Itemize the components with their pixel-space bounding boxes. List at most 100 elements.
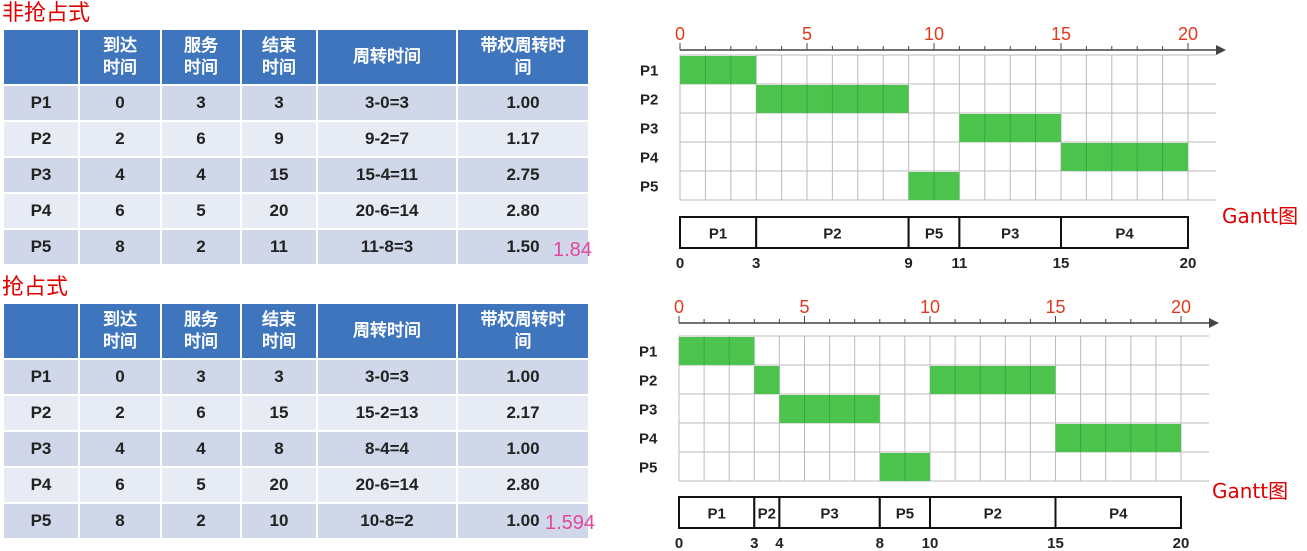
table-row: P2 2 6 9 9-2=7 1.17 <box>4 122 588 158</box>
process-label: P5 <box>640 179 658 196</box>
timeline-mark: 11 <box>951 255 967 272</box>
table-cell: P3 <box>4 432 78 468</box>
table-row: P1 0 3 3 3-0=3 1.00 <box>4 86 588 122</box>
table-header-cell: 带权周转时间 <box>458 304 588 360</box>
table-row: P2 2 6 15 15-2=13 2.17 <box>4 396 588 432</box>
table-header-cell: 结束 时间 <box>242 304 316 360</box>
table-cell: 8-4=4 <box>318 432 456 468</box>
process-label: P2 <box>639 373 657 390</box>
timeline-mark: 15 <box>1047 535 1064 551</box>
timeline-segment <box>1060 216 1189 249</box>
timeline-segment-label: P1 <box>709 226 727 243</box>
table-cell: 15 <box>242 158 316 194</box>
timeline-mark: 8 <box>876 535 884 551</box>
preemptive-gantt: 0 5 10 15 20 P1 P2 P3 P4 P5 P1 P2 P3 P5 P2 P4 0 3 4 8 10 15 20 <box>639 297 1219 551</box>
table-cell: 3-0=3 <box>318 86 456 122</box>
table-cell: 6 <box>162 396 240 432</box>
preemptive-average: 1.594 <box>545 512 596 534</box>
timeline-mark: 0 <box>675 535 683 551</box>
table-cell: 5 <box>162 468 240 504</box>
axis-tick-label: 5 <box>799 297 809 317</box>
process-label: P2 <box>640 92 658 109</box>
table-cell: 0 <box>80 360 160 396</box>
axis-tick-label: 10 <box>924 24 944 44</box>
table-cell: 1.00 <box>458 432 588 468</box>
timeline-segment-label: P5 <box>925 226 943 243</box>
timeline-segment-label: P1 <box>707 506 725 523</box>
table-header-cell: 带权周转时间 <box>458 30 588 86</box>
table-header-cell: 周转时间 <box>318 304 456 360</box>
table-header-cell: 到达 时间 <box>80 304 160 360</box>
process-label: P1 <box>639 344 657 361</box>
table-cell: 4 <box>162 432 240 468</box>
table-cell: 2.80 <box>458 194 588 230</box>
table-cell: 6 <box>80 194 160 230</box>
table-cell: 0 <box>80 86 160 122</box>
timeline-mark: 20 <box>1180 255 1197 272</box>
timeline-segment <box>678 496 756 529</box>
process-label: P4 <box>639 431 658 448</box>
axis-tick-label: 0 <box>675 24 685 44</box>
gantt-bar <box>1061 143 1188 171</box>
table-cell: 10 <box>242 504 316 540</box>
table-cell: 10-8=2 <box>318 504 456 540</box>
table-row: P1 0 3 3 3-0=3 1.00 <box>4 360 588 396</box>
timeline-mark: 15 <box>1053 255 1070 272</box>
table-cell: 4 <box>80 432 160 468</box>
timeline-segment <box>1054 496 1182 529</box>
table-cell: P2 <box>4 396 78 432</box>
preemptive-table: 到达 时间 服务 时间 结束 时间 周转时间 带权周转时间 P1 0 3 3 3-0=3 1.00 P2 2 6… <box>2 304 590 540</box>
timeline-segment-label: P3 <box>1001 226 1019 243</box>
table-cell: P4 <box>4 468 78 504</box>
table-cell: 5 <box>162 194 240 230</box>
gantt-bar <box>754 366 780 394</box>
table-cell: 2 <box>80 396 160 432</box>
table-cell: 2.17 <box>458 396 588 432</box>
table-cell: P4 <box>4 194 78 230</box>
table-cell: P5 <box>4 230 78 266</box>
table-cell: 6 <box>162 122 240 158</box>
table-cell: 3 <box>162 86 240 122</box>
timeline-mark: 3 <box>752 255 760 272</box>
timeline-segment-label: P4 <box>1115 226 1134 243</box>
table-header-cell: 结束 时间 <box>242 30 316 86</box>
table-row: P5 8 2 10 10-8=2 1.00 <box>4 504 588 540</box>
table-cell: 2 <box>162 230 240 266</box>
axis-tick-label: 10 <box>920 297 940 317</box>
table-cell: 20-6=14 <box>318 194 456 230</box>
non-preemptive-average: 1.84 <box>553 239 592 261</box>
table-row: P3 4 4 15 15-4=11 2.75 <box>4 158 588 194</box>
table-cell: 2 <box>162 504 240 540</box>
table-header-cell: 周转时间 <box>318 30 456 86</box>
timeline-mark: 10 <box>922 535 939 551</box>
table-header-cell: 服务 时间 <box>162 30 240 86</box>
table-cell: 15-2=13 <box>318 396 456 432</box>
table-header-cell: 到达 时间 <box>80 30 160 86</box>
table-cell: 9 <box>242 122 316 158</box>
timeline-segment-label: P4 <box>1109 506 1128 523</box>
timeline-segment-label: P2 <box>984 506 1002 523</box>
timeline-mark: 4 <box>775 535 784 551</box>
table-cell: 1.00 <box>458 86 588 122</box>
timeline-mark: 9 <box>904 255 912 272</box>
table-cell: 11 <box>242 230 316 266</box>
table-cell: 6 <box>80 468 160 504</box>
table-cell: 3-0=3 <box>318 360 456 396</box>
axis-tick-label: 0 <box>674 297 684 317</box>
table-cell: 3 <box>242 86 316 122</box>
process-label: P5 <box>639 460 657 477</box>
gantt-bar <box>1055 424 1181 452</box>
non-preemptive-gantt-label: Gantt图 <box>1222 204 1299 228</box>
table-cell: 4 <box>162 158 240 194</box>
table-header-cell: 服务 时间 <box>162 304 240 360</box>
timeline-mark: 3 <box>750 535 758 551</box>
process-label: P1 <box>640 63 658 80</box>
axis-arrow-icon <box>1209 318 1219 328</box>
table-cell: 3 <box>242 360 316 396</box>
table-row: P4 6 5 20 20-6=14 2.80 <box>4 468 588 504</box>
gantt-bar <box>680 56 757 84</box>
table-row: P5 8 2 11 11-8=3 1.50 <box>4 230 588 266</box>
table-cell: 8 <box>80 230 160 266</box>
table-cell: P3 <box>4 158 78 194</box>
